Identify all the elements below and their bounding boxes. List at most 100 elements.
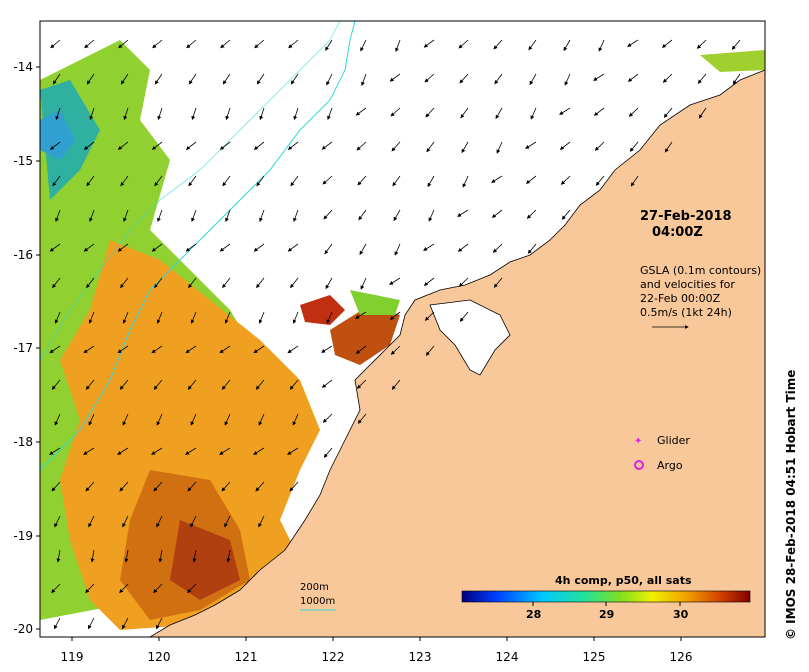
velocity-arrow	[357, 413, 367, 424]
velocity-arrow	[156, 311, 163, 324]
velocity-arrow	[185, 141, 197, 150]
velocity-arrow	[185, 447, 197, 455]
velocity-arrow	[258, 413, 265, 426]
x-tick-label: 120	[148, 650, 171, 664]
velocity-arrow	[156, 515, 163, 528]
velocity-arrow	[360, 39, 367, 52]
velocity-arrow	[359, 243, 367, 256]
velocity-arrow	[326, 73, 333, 86]
velocity-arrow	[221, 379, 231, 390]
velocity-arrow	[287, 345, 299, 354]
velocity-arrow	[458, 39, 469, 49]
x-tick-label: 125	[583, 650, 606, 664]
velocity-arrow	[698, 107, 707, 119]
velocity-arrow	[253, 141, 265, 150]
velocity-arrow	[83, 345, 95, 354]
map-area	[40, 21, 765, 637]
velocity-arrow	[460, 107, 469, 119]
velocity-arrow	[392, 175, 401, 187]
velocity-arrow	[219, 447, 231, 455]
velocity-arrow	[122, 311, 129, 324]
velocity-arrow	[293, 107, 299, 121]
velocity-arrow	[389, 311, 401, 320]
velocity-arrow	[322, 413, 333, 423]
contour-1000m	[40, 21, 356, 471]
velocity-arrow	[529, 73, 537, 86]
velocity-arrow	[151, 141, 163, 150]
velocity-arrow	[219, 243, 231, 252]
velocity-arrow	[151, 447, 163, 455]
depth-1000-label: 1000m	[300, 596, 335, 607]
velocity-arrow	[323, 447, 333, 458]
velocity-arrow	[157, 107, 163, 121]
y-tick-label: -19	[13, 529, 33, 543]
gsla-note: GSLA (0.1m contours) and velocities for …	[640, 264, 761, 329]
velocity-arrow	[86, 277, 95, 289]
velocity-arrow	[85, 481, 95, 492]
sst-strip-northeast	[700, 50, 765, 72]
velocity-arrow	[390, 345, 401, 355]
velocity-arrow	[358, 209, 367, 221]
velocity-arrow	[86, 73, 95, 85]
y-tick-label: -18	[13, 435, 33, 449]
velocity-arrow	[89, 209, 95, 223]
velocity-arrow	[423, 277, 435, 286]
velocity-arrow	[493, 277, 503, 288]
velocity-arrow	[595, 175, 605, 186]
velocity-arrow	[185, 243, 197, 252]
velocity-arrow	[221, 481, 231, 492]
velocity-arrow	[188, 73, 197, 85]
velocity-arrow	[253, 345, 265, 354]
sst-field-cool-patch	[40, 110, 75, 160]
velocity-arrow	[120, 73, 129, 85]
velocity-arrow	[117, 345, 129, 354]
velocity-arrow	[90, 549, 95, 563]
velocity-arrow	[55, 209, 61, 223]
velocity-arrow	[287, 243, 299, 252]
argo-icon	[634, 460, 644, 470]
velocity-arrow	[661, 39, 673, 48]
velocity-arrow	[123, 209, 129, 223]
velocity-arrow	[253, 447, 265, 455]
velocity-arrow	[255, 379, 265, 390]
velocity-arrow	[459, 73, 469, 84]
velocity-arrow	[290, 277, 299, 289]
glider-label: Glider	[657, 434, 690, 447]
velocity-arrow	[191, 107, 197, 121]
velocity-arrow	[360, 277, 367, 290]
velocity-arrow	[496, 141, 503, 154]
velocity-arrow	[117, 447, 129, 455]
sst-blob-east	[330, 305, 400, 365]
velocity-arrow	[222, 73, 231, 85]
velocity-arrow	[51, 379, 61, 390]
velocity-arrow	[458, 277, 469, 287]
velocity-arrow	[153, 481, 163, 492]
velocity-arrow	[325, 39, 333, 51]
velocity-arrow	[325, 277, 333, 290]
velocity-arrow	[88, 413, 95, 426]
platform-legend: ✦ Glider Argo	[634, 434, 690, 472]
velocity-arrow	[225, 209, 231, 223]
velocity-arrow	[428, 209, 435, 222]
velocity-arrow	[629, 141, 639, 152]
x-tick-label: 123	[409, 650, 432, 664]
velocity-arrow	[423, 39, 435, 48]
contour-200m	[40, 21, 341, 361]
land-mass	[149, 69, 765, 637]
y-tick-label: -16	[13, 248, 33, 262]
velocity-arrow	[222, 277, 231, 289]
velocity-arrow	[86, 175, 95, 187]
velocity-arrow	[154, 277, 163, 289]
velocity-arrows	[49, 39, 741, 630]
sst-field-warm	[60, 240, 320, 630]
velocity-arrow	[389, 73, 401, 82]
velocity-arrow	[157, 209, 163, 223]
velocity-arrow	[226, 549, 231, 563]
velocity-arrow	[117, 141, 129, 150]
velocity-arrow	[495, 107, 503, 120]
time-label: 04:00Z	[652, 225, 703, 240]
king-sound	[429, 299, 511, 376]
cb-label-28: 28	[526, 608, 541, 621]
velocity-arrow	[256, 175, 265, 187]
velocity-arrow	[49, 345, 61, 354]
